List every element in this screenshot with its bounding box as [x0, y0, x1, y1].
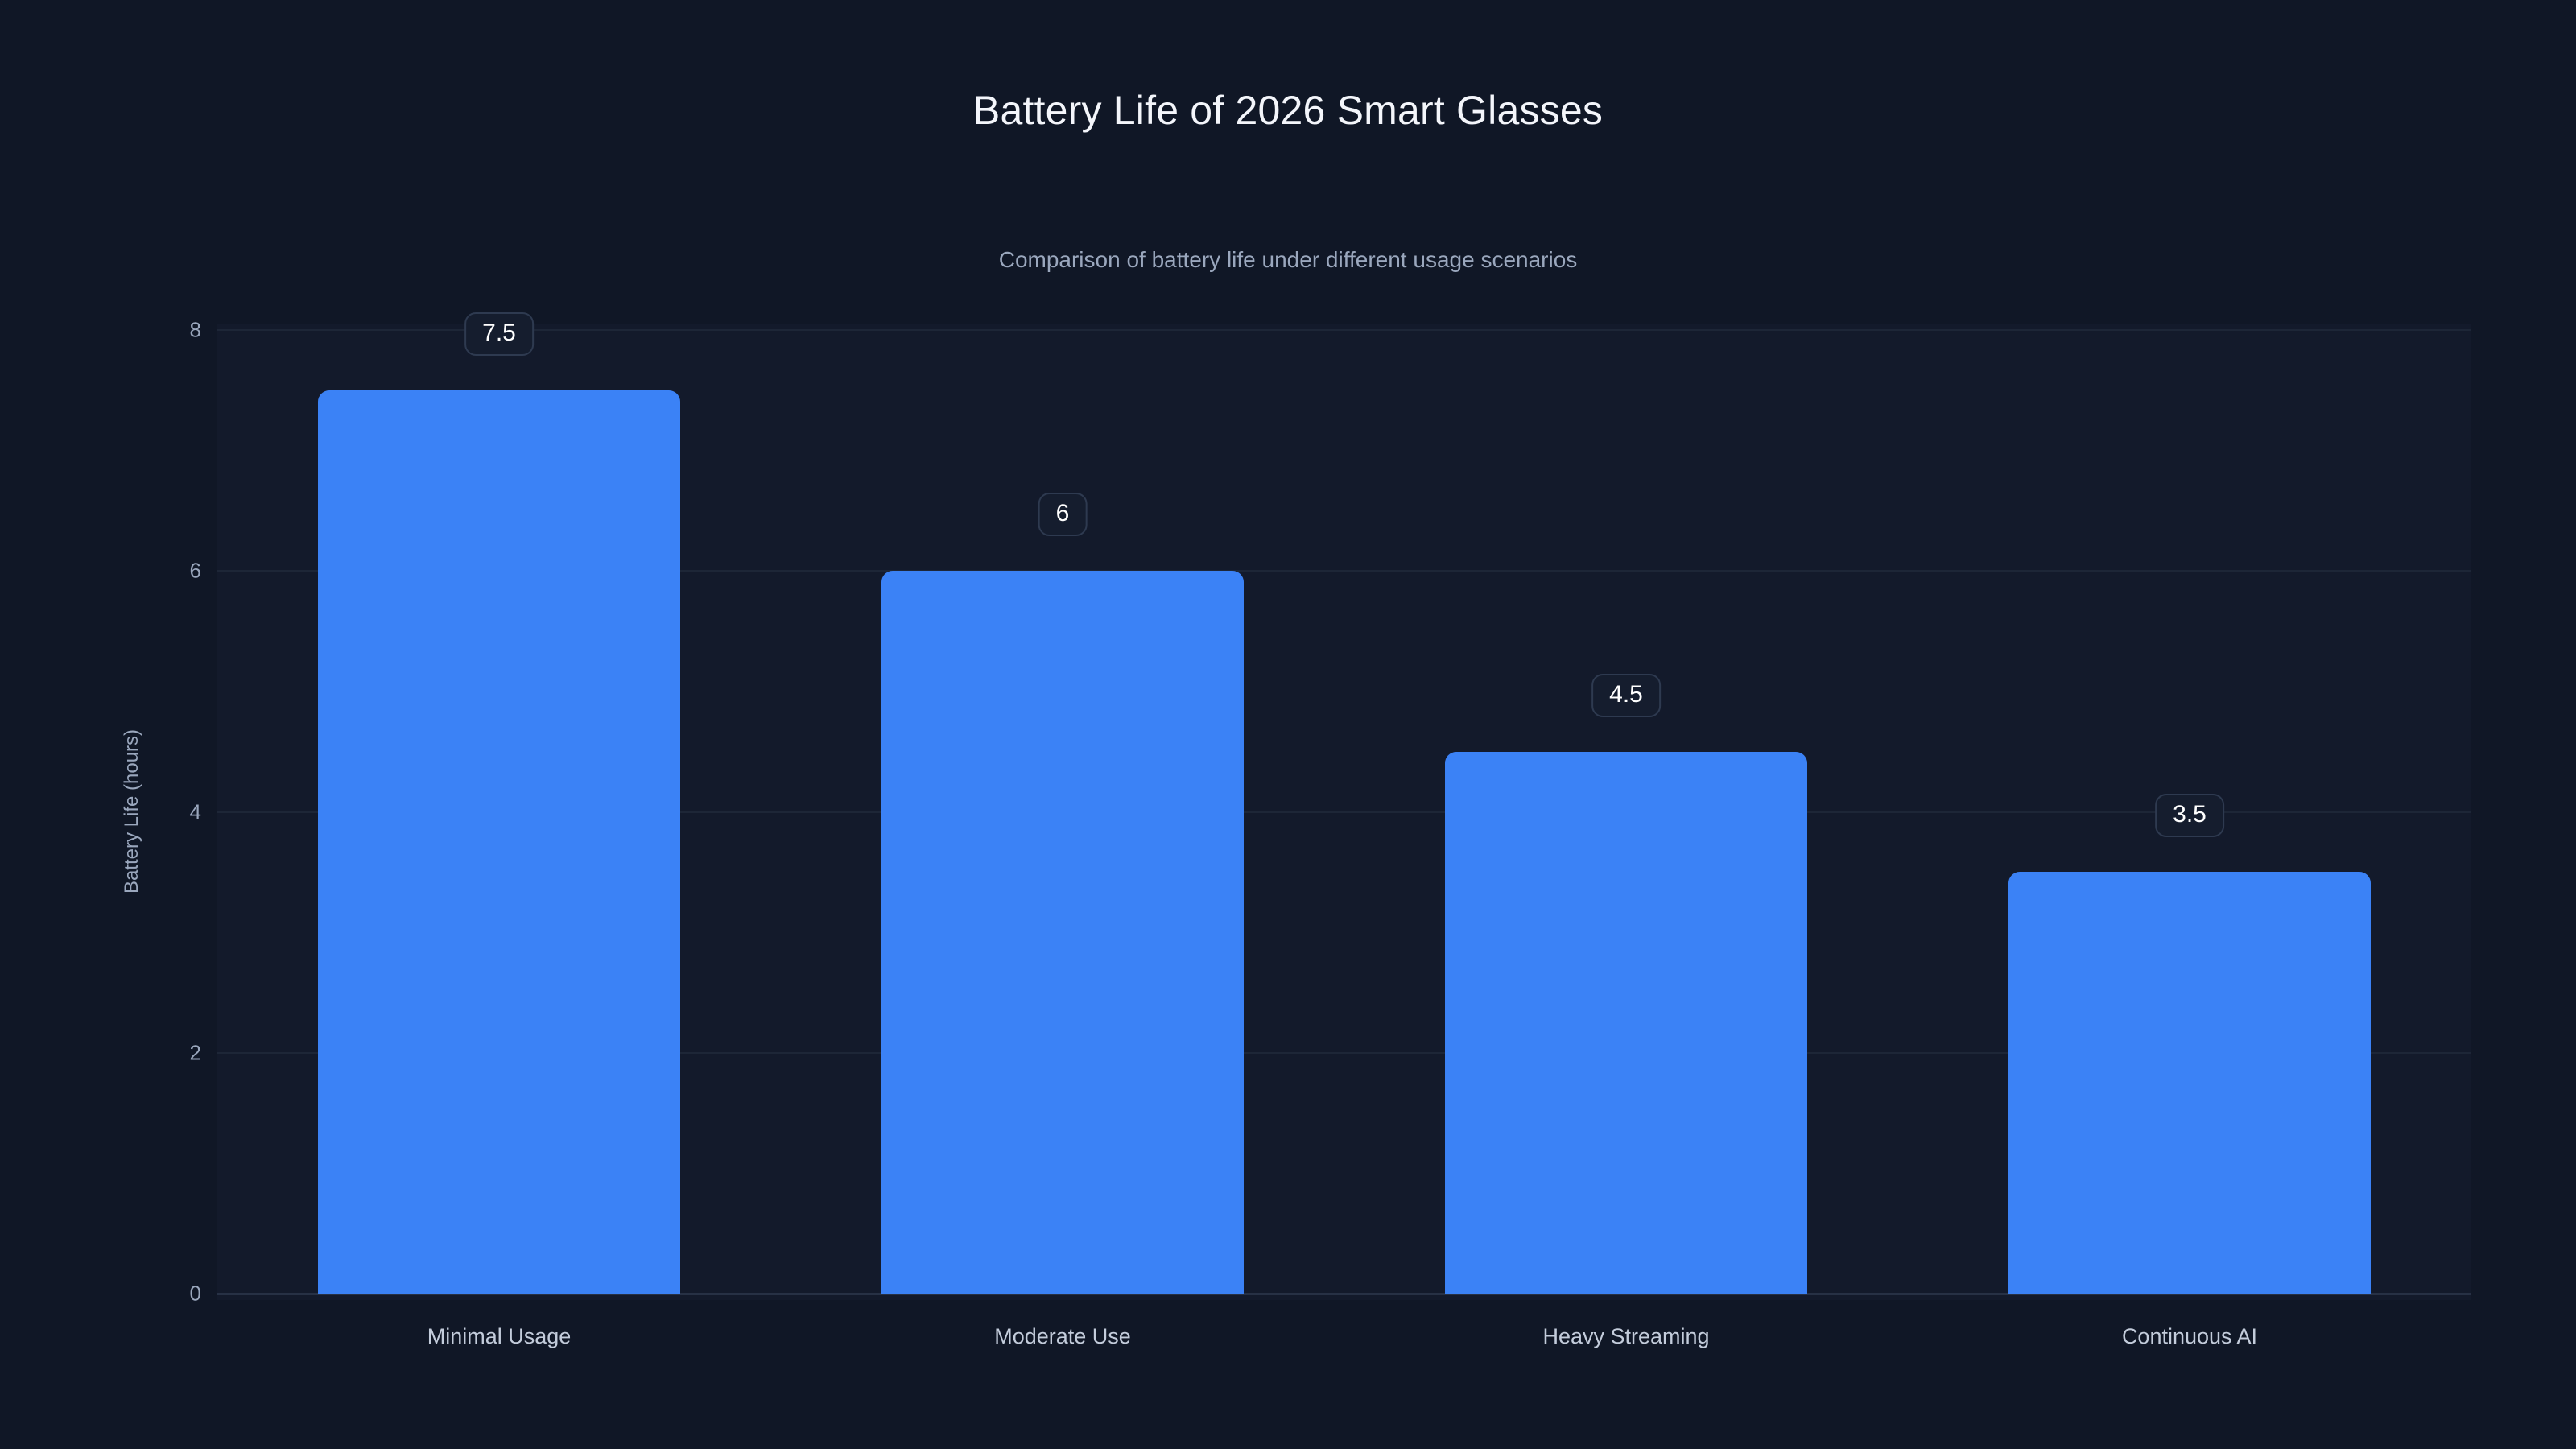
- bar-value-label: 7.5: [464, 312, 534, 356]
- x-axis-tick-label: Moderate Use: [994, 1324, 1131, 1348]
- bar-slot: 4.5: [1445, 155, 1807, 1294]
- y-axis-label: Battery Life (hours): [121, 729, 142, 894]
- x-axis-tick-label: Continuous AI: [2121, 1324, 2258, 1348]
- bar[interactable]: [2008, 872, 2371, 1294]
- x-axis-line: [217, 1293, 2471, 1295]
- bar-value-label: 3.5: [2155, 794, 2224, 838]
- bar-slot: 7.5: [318, 155, 680, 1294]
- chart-title: Battery Life of 2026 Smart Glasses: [972, 88, 1604, 133]
- x-axis-tick-label: Heavy Streaming: [1542, 1324, 1710, 1348]
- bar[interactable]: [881, 571, 1244, 1294]
- y-axis-tick-label: 6: [189, 558, 201, 583]
- y-axis-tick-label: 4: [189, 799, 201, 824]
- x-axis-tick-label: Minimal Usage: [427, 1324, 572, 1348]
- chart-subtitle: Comparison of battery life under differe…: [998, 247, 1578, 272]
- bar-slot: 3.5: [2008, 155, 2371, 1294]
- y-axis-tick-label: 2: [189, 1040, 201, 1065]
- gridline: [217, 570, 2471, 572]
- bar-value-label: 6: [1038, 493, 1088, 537]
- y-axis-tick-label: 0: [189, 1281, 201, 1306]
- bar[interactable]: [1445, 751, 1807, 1294]
- gridline: [217, 811, 2471, 813]
- y-axis-tick-label: 8: [189, 317, 201, 342]
- bar[interactable]: [318, 390, 680, 1294]
- bar-slot: 6: [881, 155, 1244, 1294]
- gridline: [217, 1051, 2471, 1054]
- bar-value-label: 4.5: [1591, 673, 1661, 717]
- gridline: [217, 329, 2471, 331]
